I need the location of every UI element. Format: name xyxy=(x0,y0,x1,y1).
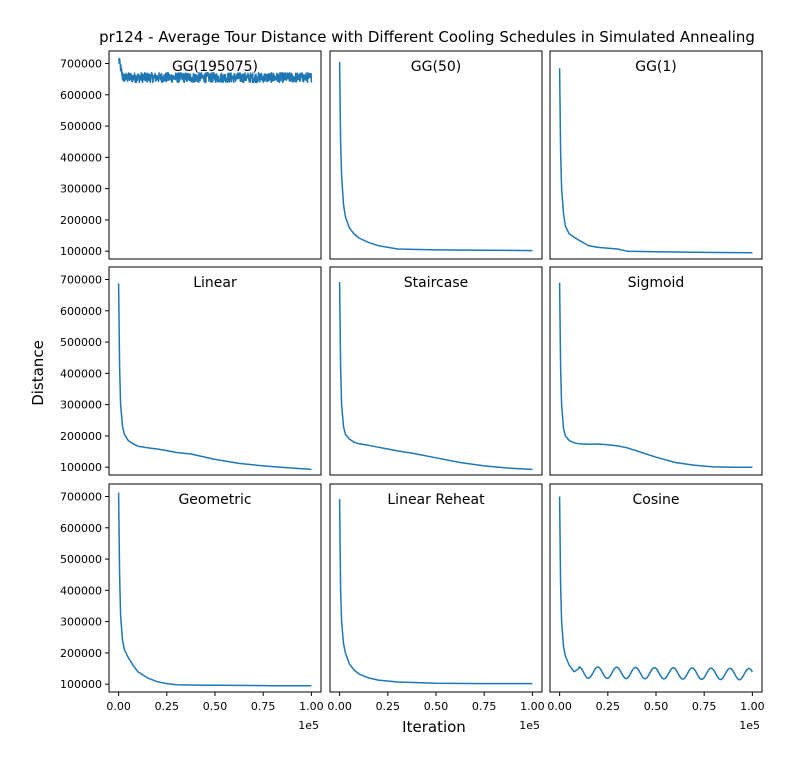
panel-frame xyxy=(329,266,543,476)
y-tick-label: 200000 xyxy=(60,214,102,227)
y-tick-label: 100000 xyxy=(60,678,102,691)
y-tick-label: 600000 xyxy=(60,89,102,102)
x-tick-label: 0.50 xyxy=(644,700,669,713)
panel-title: Cosine xyxy=(632,492,679,508)
x-tick-label: 0.25 xyxy=(376,700,401,713)
y-tick-label: 600000 xyxy=(60,305,102,318)
x-offset-label: 1e5 xyxy=(739,719,760,732)
y-tick-label: 400000 xyxy=(60,584,102,597)
panel-frame xyxy=(108,50,322,260)
x-tick-label: 0.75 xyxy=(692,700,717,713)
panel-title: GG(50) xyxy=(411,59,461,75)
panel-frame xyxy=(329,50,543,260)
x-tick-label: 1.00 xyxy=(740,700,765,713)
y-tick-label: 700000 xyxy=(60,274,102,287)
x-tick-label: 0.75 xyxy=(251,700,276,713)
x-offset-label: 1e5 xyxy=(298,719,319,732)
panel-3: GG(1) xyxy=(549,50,763,260)
series-line xyxy=(338,61,533,252)
y-tick-label: 400000 xyxy=(60,151,102,164)
panel-title: Linear xyxy=(193,275,237,291)
panel-5: Staircase xyxy=(329,266,543,476)
panel-title: GG(1) xyxy=(635,59,677,75)
series-line xyxy=(558,282,753,468)
x-axis-label: Iteration xyxy=(402,718,466,736)
x-tick-label: 0.50 xyxy=(203,700,228,713)
x-tick-label: 0.50 xyxy=(424,700,449,713)
panel-title: GG(195075) xyxy=(172,59,258,75)
y-tick-label: 500000 xyxy=(60,120,102,133)
figure-title: pr124 - Average Tour Distance with Diffe… xyxy=(99,28,755,46)
panel-grid: GG(195075) 100000 200000 300000 400000 500000… xyxy=(60,50,765,732)
y-tick-label: 300000 xyxy=(60,616,102,629)
y-tick-label: 200000 xyxy=(60,430,102,443)
panel-2: GG(50) xyxy=(329,50,543,260)
panel-8: Linear Reheat 0.00 0.25 0.50 0.75 1.00 1e5 xyxy=(327,483,545,732)
x-offset-label: 1e5 xyxy=(519,719,540,732)
series-line xyxy=(558,68,753,254)
x-tick-label: 1.00 xyxy=(299,700,324,713)
panel-4: Linear 100000 200000 300000 400000 500000 6000… xyxy=(60,266,322,476)
x-tick-label: 0.25 xyxy=(596,700,621,713)
panel-title: Sigmoid xyxy=(628,275,685,291)
panel-6: Sigmoid xyxy=(549,266,763,476)
y-tick-label: 100000 xyxy=(60,461,102,474)
y-tick-label: 300000 xyxy=(60,183,102,196)
x-tick-label: 0.00 xyxy=(547,700,572,713)
x-tick-label: 0.00 xyxy=(106,700,131,713)
series-line xyxy=(117,283,312,471)
panel-frame xyxy=(108,266,322,476)
x-tick-label: 0.00 xyxy=(327,700,352,713)
series-line xyxy=(338,498,533,685)
y-tick-label: 500000 xyxy=(60,336,102,349)
y-axis-label: Distance xyxy=(29,340,47,406)
y-tick-label: 300000 xyxy=(60,399,102,412)
y-tick-label: 600000 xyxy=(60,522,102,535)
panel-frame xyxy=(549,266,763,476)
panel-7: Geometric 100000 200000 300000 400000 500000 6… xyxy=(60,483,324,732)
y-tick-label: 200000 xyxy=(60,647,102,660)
y-tick-label: 500000 xyxy=(60,553,102,566)
panel-frame xyxy=(549,483,763,693)
panel-title: Staircase xyxy=(404,275,468,291)
series-line xyxy=(558,496,754,681)
series-line xyxy=(118,57,313,84)
series-line xyxy=(338,281,533,471)
y-tick-label: 700000 xyxy=(60,58,102,71)
panel-9: Cosine 0.00 0.25 0.50 0.75 1.00 1e5 xyxy=(547,483,765,732)
panel-title: Geometric xyxy=(178,492,251,508)
x-tick-label: 0.75 xyxy=(472,700,497,713)
y-tick-label: 700000 xyxy=(60,491,102,504)
panel-frame xyxy=(329,483,543,693)
panel-frame xyxy=(549,50,763,260)
panel-1: GG(195075) 100000 200000 300000 400000 500000… xyxy=(60,50,322,260)
y-tick-label: 100000 xyxy=(60,245,102,258)
y-tick-label: 400000 xyxy=(60,367,102,380)
panel-title: Linear Reheat xyxy=(387,492,485,508)
x-tick-label: 1.00 xyxy=(520,700,545,713)
panel-frame xyxy=(108,483,322,693)
x-tick-label: 0.25 xyxy=(155,700,180,713)
series-line xyxy=(117,492,312,687)
